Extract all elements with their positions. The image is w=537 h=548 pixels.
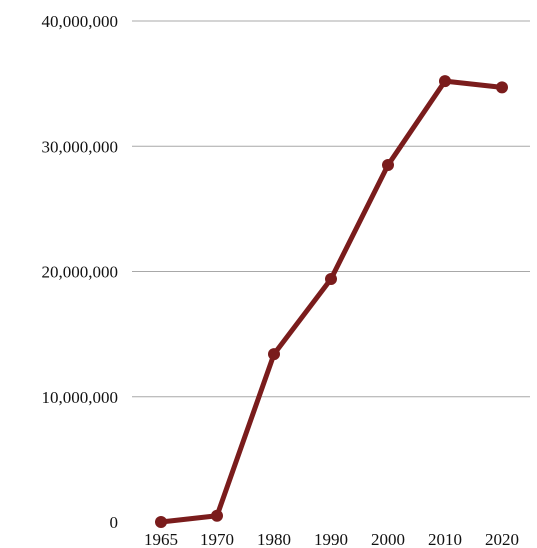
y-axis-tick-labels: 0 10,000,000 20,000,000 30,000,000 40,000,00… bbox=[42, 12, 119, 532]
gridlines bbox=[132, 20, 530, 398]
y-tick-label: 20,000,000 bbox=[42, 263, 119, 282]
data-point bbox=[325, 273, 337, 286]
x-axis-tick-labels: 1965 1970 1980 1990 2000 2010 2020 bbox=[144, 530, 519, 548]
data-point bbox=[439, 75, 451, 88]
x-tick-label: 1980 bbox=[257, 530, 291, 548]
x-tick-label: 1965 bbox=[144, 530, 178, 548]
data-point bbox=[155, 516, 167, 528]
x-tick-label: 2010 bbox=[428, 530, 462, 548]
data-point bbox=[268, 348, 280, 361]
y-tick-label: 30,000,000 bbox=[42, 137, 119, 156]
plot-area bbox=[155, 75, 508, 528]
x-tick-label: 2000 bbox=[371, 530, 405, 548]
data-point bbox=[382, 159, 394, 172]
x-tick-label: 1990 bbox=[314, 530, 348, 548]
data-point bbox=[496, 81, 508, 94]
y-tick-label: 40,000,000 bbox=[42, 12, 119, 31]
x-tick-label: 2020 bbox=[485, 530, 519, 548]
series-line bbox=[158, 78, 505, 525]
y-tick-label: 0 bbox=[110, 513, 119, 532]
data-point bbox=[211, 509, 223, 522]
x-tick-label: 1970 bbox=[200, 530, 234, 548]
y-tick-label: 10,000,000 bbox=[42, 388, 119, 407]
